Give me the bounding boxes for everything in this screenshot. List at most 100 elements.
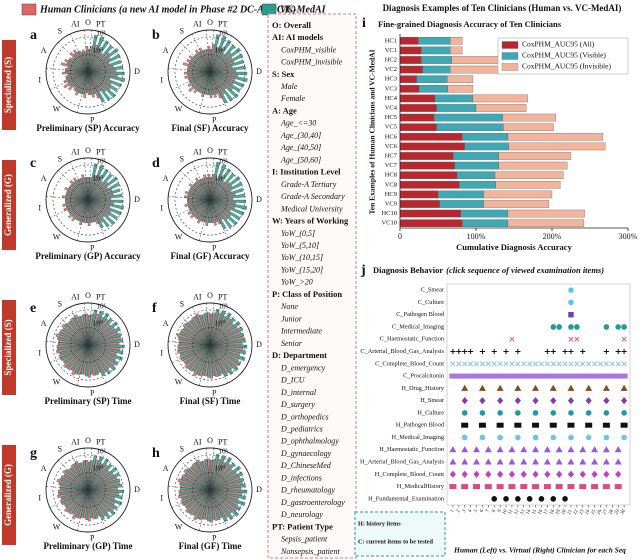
polar-bar [87,40,110,73]
sector-divider [87,158,92,201]
y-tick-label: C_Arterial_Blood_Gas_Analysis [360,348,444,355]
sector-divider [180,42,211,73]
sector-label: AI [71,147,80,156]
point [573,373,581,379]
x-tick-label: 300% [619,232,638,241]
x-tick-label: 27 [602,509,609,516]
radial-grid [52,164,124,236]
x-tick-label: 0 [398,232,402,241]
radial-tick-label: 10¹ [218,28,228,37]
polar-bar [193,71,211,90]
sector-label: AI [71,19,80,28]
radial-tick-label: 10¹ [96,28,106,37]
sector-divider [209,71,228,111]
point [508,484,516,490]
point [568,299,574,306]
polar-bar [68,320,89,346]
point [461,484,469,490]
point [520,470,527,478]
polar-bar [87,489,99,519]
x-tick-label: 28 [608,509,615,516]
point [544,348,550,355]
polar-bar [87,163,98,201]
polar-bar [188,190,211,201]
radial-grid [174,36,246,108]
sector-label: AI [71,437,80,446]
sector-divider [49,344,89,363]
point [614,446,622,453]
polar-bar [78,462,89,491]
polar-bar [87,173,113,201]
polar-bar [66,190,89,201]
polar-bar [65,193,89,201]
chart-title: Preliminary (SP) Accuracy [36,123,140,133]
bar-segment [434,113,503,122]
point [508,373,516,379]
radial-tick-label: 10⁰ [93,174,104,183]
polar-bar [87,71,118,92]
point [603,361,609,367]
point [456,348,462,355]
y-tick-label: C_Complete_Blood_Count [375,360,444,367]
x-tick-label: 8 [491,509,497,514]
x-axis-label: Cumulative Diagnosis Accuracy [456,242,572,252]
point [621,410,627,416]
point [485,361,491,367]
point [603,434,610,441]
panel-letter: d [152,156,160,171]
legend-group-title: P: Class of Position [272,289,342,299]
point [473,484,481,490]
sector-divider [209,451,228,491]
x-tick-label: 22 [573,509,580,516]
point [462,348,468,355]
sector-label: S [180,155,184,164]
polar-bar [87,199,118,220]
sector-label: I [160,493,163,502]
x-tick-label: 23 [579,509,586,516]
y-tick-label: H_Fundamental_Examination [368,495,445,502]
y-tick-label: HC5 [385,114,397,121]
y-tick-label: VC6 [385,143,398,150]
polar-bar [209,489,242,511]
polar-bar [209,313,213,346]
sector-label: O [85,436,91,445]
panel-letter: e [30,301,36,316]
sector-divider [180,315,211,346]
polar-bar [209,489,240,517]
point [602,484,610,490]
point [568,311,574,318]
point [568,348,574,355]
legend-item: D_rheumatology [280,486,336,495]
bar-segment [451,56,502,64]
polar-bar [209,71,228,104]
polar-bar [60,489,89,500]
point [585,434,592,441]
point [497,434,503,441]
point [580,348,586,355]
legend-item: D_gynaecology [280,449,332,458]
polar-bar [187,199,211,216]
polar-bar [87,176,119,201]
legend-item: D_ChineseMed [280,461,332,470]
sector-label: PT [218,437,227,446]
sector-label: PT [96,147,105,156]
radial-grid [70,54,106,90]
polar-bar [87,199,122,216]
point [591,458,599,465]
point [620,422,628,428]
point [596,373,604,379]
sector-label: S [58,155,62,164]
sector-label: O [207,146,213,155]
point [449,373,457,379]
bar-segment [462,219,509,227]
point [621,361,627,367]
radial-grid [70,472,106,508]
legend-item: D_infections [280,473,322,482]
legend-item: YoW_(10,15] [281,253,323,262]
sector-label: P [212,389,217,398]
polar-bar [209,199,245,216]
polar-bar [209,312,232,346]
point [591,446,599,453]
chart-subtitle: (click sequence of viewed examination it… [446,265,604,275]
y-tick-label: HC6 [385,133,398,140]
